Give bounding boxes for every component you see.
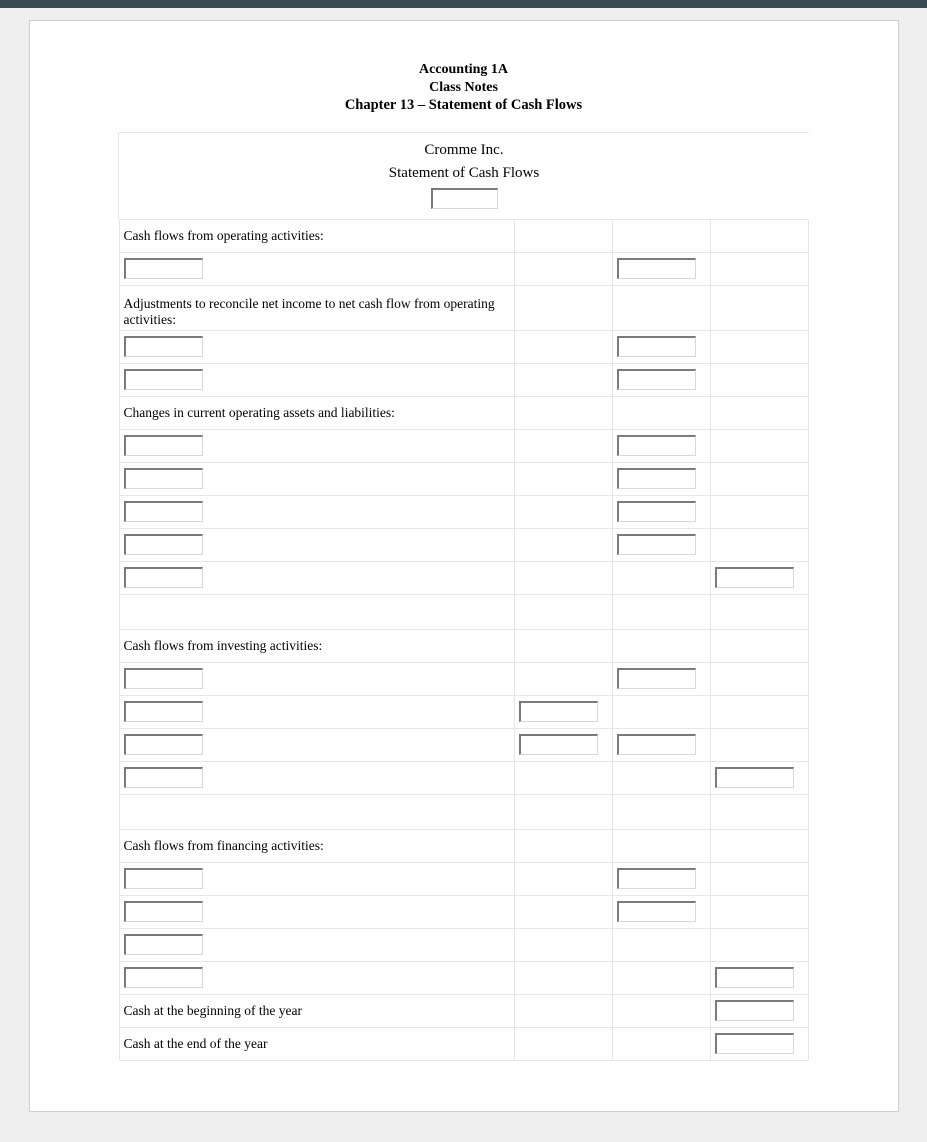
table-row: Cash at the beginning of the year: [119, 994, 808, 1027]
financing-item-input[interactable]: [124, 868, 203, 889]
table-row: Cash flows from investing activities:: [119, 629, 808, 662]
changes-item-input[interactable]: [124, 468, 203, 489]
investing-item-input[interactable]: [124, 701, 203, 722]
financing-item-input[interactable]: [124, 934, 203, 955]
changes-item-input[interactable]: [124, 567, 203, 588]
adjustments-header: Adjustments to reconcile net income to n…: [119, 285, 514, 330]
document-page: Accounting 1A Class Notes Chapter 13 – S…: [29, 20, 899, 1112]
table-row: [119, 794, 808, 829]
changes-item-input[interactable]: [124, 534, 203, 555]
company-name: Cromme Inc.: [119, 139, 809, 162]
cashflow-worksheet: Cash flows from operating activities: Ad…: [119, 219, 809, 1061]
cash-end-label: Cash at the end of the year: [119, 1027, 514, 1060]
adjustment-item-input[interactable]: [124, 336, 203, 357]
operating-header: Cash flows from operating activities:: [119, 219, 514, 252]
table-row: [119, 761, 808, 794]
table-row: [119, 528, 808, 561]
table-row: [119, 695, 808, 728]
amount-input[interactable]: [617, 734, 696, 755]
table-row: [119, 895, 808, 928]
table-row: [119, 594, 808, 629]
amount-input[interactable]: [617, 668, 696, 689]
amount-input[interactable]: [715, 1000, 794, 1021]
amount-input[interactable]: [617, 534, 696, 555]
cash-begin-label: Cash at the beginning of the year: [119, 994, 514, 1027]
amount-input[interactable]: [617, 468, 696, 489]
table-row: [119, 363, 808, 396]
table-row: [119, 662, 808, 695]
table-row: [119, 862, 808, 895]
table-row: [119, 252, 808, 285]
financing-item-input[interactable]: [124, 967, 203, 988]
table-row: [119, 928, 808, 961]
amount-input[interactable]: [519, 701, 598, 722]
amount-input[interactable]: [617, 868, 696, 889]
table-row: [119, 561, 808, 594]
table-row: Changes in current operating assets and …: [119, 396, 808, 429]
window-topbar: [0, 0, 927, 8]
financing-item-input[interactable]: [124, 901, 203, 922]
investing-item-input[interactable]: [124, 734, 203, 755]
statement-title: Statement of Cash Flows: [119, 162, 809, 185]
document-header: Accounting 1A Class Notes Chapter 13 – S…: [90, 61, 838, 114]
adjustment-item-input[interactable]: [124, 369, 203, 390]
investing-item-input[interactable]: [124, 767, 203, 788]
table-row: Cash flows from operating activities:: [119, 219, 808, 252]
amount-input[interactable]: [617, 258, 696, 279]
table-row: [119, 429, 808, 462]
investing-header: Cash flows from investing activities:: [119, 629, 514, 662]
sheet-header: Cromme Inc. Statement of Cash Flows: [118, 132, 809, 219]
amount-input[interactable]: [617, 501, 696, 522]
amount-input[interactable]: [715, 567, 794, 588]
investing-item-input[interactable]: [124, 668, 203, 689]
amount-input[interactable]: [715, 967, 794, 988]
amount-input[interactable]: [617, 901, 696, 922]
period-date-input[interactable]: [431, 188, 498, 209]
changes-item-input[interactable]: [124, 435, 203, 456]
changes-header: Changes in current operating assets and …: [119, 396, 514, 429]
table-row: [119, 330, 808, 363]
financing-header: Cash flows from financing activities:: [119, 829, 514, 862]
table-row: [119, 728, 808, 761]
changes-item-input[interactable]: [124, 501, 203, 522]
table-row: Cash at the end of the year: [119, 1027, 808, 1060]
table-row: Cash flows from financing activities:: [119, 829, 808, 862]
amount-input[interactable]: [617, 369, 696, 390]
amount-input[interactable]: [715, 1033, 794, 1054]
amount-input[interactable]: [519, 734, 598, 755]
table-row: [119, 961, 808, 994]
table-row: [119, 495, 808, 528]
header-subtitle: Class Notes: [90, 79, 838, 97]
operating-item-input[interactable]: [124, 258, 203, 279]
amount-input[interactable]: [617, 435, 696, 456]
amount-input[interactable]: [617, 336, 696, 357]
amount-input[interactable]: [715, 767, 794, 788]
table-row: [119, 462, 808, 495]
header-chapter: Chapter 13 – Statement of Cash Flows: [90, 97, 838, 114]
table-row: Adjustments to reconcile net income to n…: [119, 285, 808, 330]
header-course: Accounting 1A: [90, 61, 838, 79]
